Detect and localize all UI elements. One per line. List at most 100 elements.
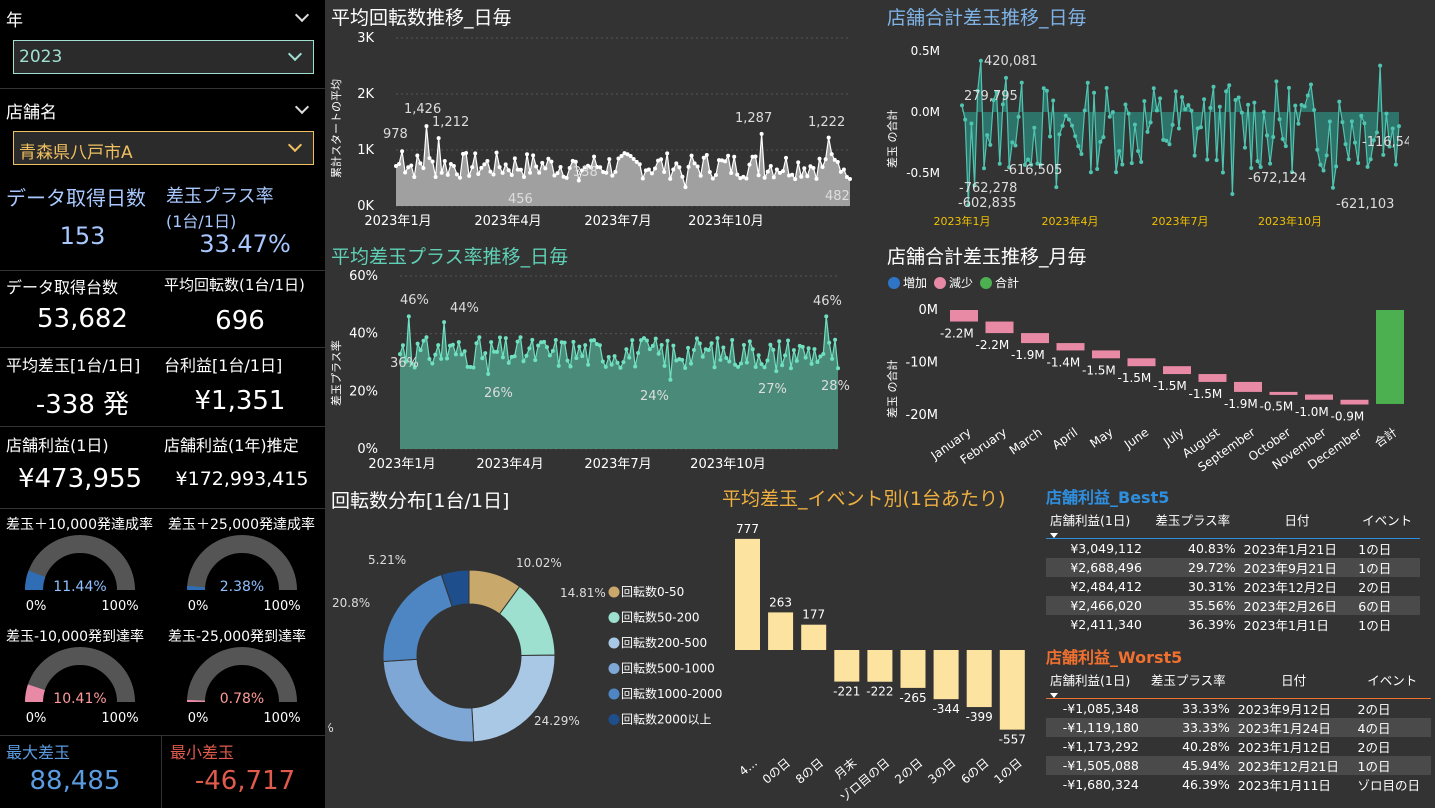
column-header[interactable]: イベント	[1354, 508, 1420, 539]
data-point	[600, 359, 605, 364]
column-header[interactable]: 差玉プラス率	[1145, 508, 1240, 539]
data-point	[1189, 108, 1194, 113]
data-point	[631, 157, 636, 162]
store-dropdown[interactable]: 青森県八戸市A	[13, 131, 314, 165]
data-point	[1041, 86, 1046, 91]
data-label: 24.86%	[328, 721, 334, 735]
data-point	[827, 340, 832, 345]
data-point	[963, 117, 968, 122]
data-point	[430, 159, 435, 164]
data-point	[756, 353, 761, 358]
data-point	[747, 339, 752, 344]
data-point	[771, 175, 776, 180]
data-label: -2.2M	[976, 338, 1010, 352]
data-point	[518, 167, 523, 172]
x-tick: 4...	[736, 756, 760, 779]
data-point	[1173, 89, 1178, 94]
avg-spin-points	[394, 124, 852, 190]
table-row[interactable]: -¥1,505,088 45.94% 2023年12月21日 1の日	[1046, 756, 1431, 775]
legend-dot	[608, 688, 620, 700]
data-point	[1104, 86, 1109, 91]
data-point	[1167, 142, 1172, 147]
data-point	[451, 164, 456, 169]
column-header[interactable]: 日付	[1239, 508, 1355, 539]
data-point	[1365, 164, 1370, 169]
table-row[interactable]: -¥1,119,180 33.33% 2023年1月24日 4の日	[1046, 718, 1431, 737]
data-point	[848, 177, 852, 182]
gauge-track	[187, 647, 297, 703]
data-point	[448, 162, 453, 167]
data-point	[1198, 125, 1203, 130]
data-point	[579, 168, 584, 173]
data-label: 978	[383, 127, 408, 142]
data-point	[597, 343, 602, 348]
data-point	[515, 167, 520, 172]
data-point	[494, 150, 499, 155]
data-point	[637, 162, 642, 167]
data-point	[1057, 132, 1062, 137]
chevron-down-icon[interactable]	[294, 99, 310, 115]
y-tick: 0M	[919, 303, 939, 318]
data-label: -762,278	[959, 181, 1017, 196]
data-point	[1154, 108, 1159, 113]
data-point	[442, 159, 447, 164]
chevron-down-icon[interactable]	[294, 7, 310, 23]
data-point	[1044, 88, 1049, 93]
data-point	[741, 174, 746, 179]
event-diff-title: 平均差玉_イベント別(1台あたり)	[722, 488, 1006, 510]
table-cell: 1の日	[1354, 558, 1420, 577]
data-label: 177	[802, 608, 825, 622]
column-header[interactable]: 店舗利益(1日)	[1046, 508, 1146, 539]
legend-label: 減少	[949, 275, 973, 290]
data-point	[624, 347, 629, 352]
table-row[interactable]: ¥2,411,340 36.39% 2023年1月1日 1の日	[1046, 615, 1420, 634]
data-point	[671, 167, 676, 172]
data-label: -0.9M	[1331, 410, 1365, 424]
plus-rate-daily-title: 平均差玉プラス率推移_日毎	[331, 246, 569, 268]
data-point	[1076, 144, 1081, 149]
x-tick: June	[1121, 425, 1151, 452]
table-row[interactable]: ¥2,484,412 30.31% 2023年12月2日 2の日	[1046, 577, 1420, 596]
gauge-label: 差玉-10,000発到達率	[6, 629, 145, 645]
kpi-store-profit-day-label: 店舗利益(1日)	[6, 436, 109, 455]
data-point	[727, 359, 732, 364]
donut-slice	[471, 654, 556, 743]
data-point	[424, 335, 429, 340]
kpi-min-diff-value: -46,717	[194, 766, 296, 796]
table-row[interactable]: ¥2,688,496 29.72% 2023年9月21日 1の日	[1046, 558, 1420, 577]
data-point	[1280, 136, 1285, 141]
table-row[interactable]: -¥1,173,292 40.28% 2023年1月12日 2の日	[1046, 737, 1431, 756]
data-point	[1268, 161, 1273, 166]
gauge-label: 差玉-25,000発到達率	[168, 629, 307, 645]
column-header[interactable]: イベント	[1353, 668, 1431, 699]
data-point	[1180, 95, 1185, 100]
data-point	[556, 363, 561, 368]
year-dropdown[interactable]: 2023	[13, 40, 314, 74]
data-point	[630, 338, 635, 343]
data-point	[433, 175, 438, 180]
data-label: -1.5M	[1118, 371, 1152, 385]
table-cell: 40.28%	[1182, 739, 1230, 754]
x-tick: 2023年10月	[690, 457, 766, 472]
table-row[interactable]: ¥3,049,112 40.83% 2023年1月21日 1の日	[1046, 539, 1420, 559]
column-header[interactable]: 店舗利益(1日)	[1046, 668, 1143, 699]
gauge-fill	[25, 570, 46, 591]
kpi-plus-rate-label: 差玉プラス率	[166, 186, 274, 207]
waterfall-bars: -2.2MJanuary-2.2MFebruary-1.9MMarch-1.4M…	[928, 310, 1404, 475]
table-row[interactable]: ¥2,466,020 35.56% 2023年2月26日 6の日	[1046, 596, 1420, 615]
data-label: 1,287	[735, 111, 772, 126]
data-point	[777, 339, 782, 344]
data-point	[580, 354, 585, 359]
column-header[interactable]: 日付	[1233, 668, 1354, 699]
data-point	[832, 157, 837, 162]
table-row[interactable]: -¥1,085,348 33.33% 2023年9月12日 2の日	[1046, 699, 1431, 719]
data-point	[639, 338, 644, 343]
data-point	[774, 167, 779, 172]
data-point	[1220, 170, 1225, 175]
column-header[interactable]: 差玉プラス率	[1142, 668, 1234, 699]
data-point	[1330, 185, 1335, 190]
data-point	[585, 163, 590, 168]
table-row[interactable]: -¥1,680,324 46.39% 2023年1月11日 ゾロ目の日	[1046, 775, 1431, 794]
data-point	[1296, 121, 1301, 126]
